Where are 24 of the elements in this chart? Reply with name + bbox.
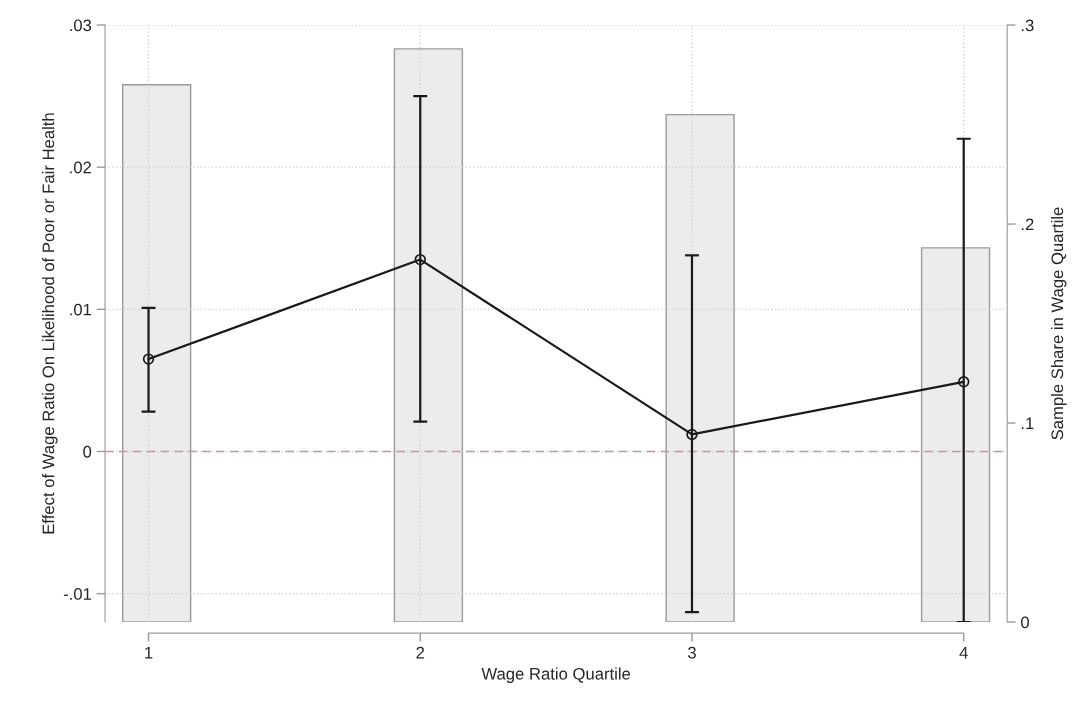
- bar: [920, 247, 991, 623]
- x-tick-label: 1: [145, 646, 153, 659]
- y2-tick-label: .3: [1021, 19, 1034, 32]
- y-axis-title: Effect of Wage Ratio On Likelihood of Poor or Fair Health: [42, 113, 58, 534]
- y-tick-label: .01: [70, 303, 92, 316]
- y2-tick-label: .1: [1021, 417, 1034, 430]
- y2-tick-label: .2: [1021, 218, 1034, 231]
- bar: [122, 84, 192, 623]
- x-tick-label: 4: [959, 646, 968, 659]
- y-tick-label: .03: [70, 19, 92, 32]
- bar: [665, 113, 735, 623]
- point: [142, 353, 155, 365]
- bar: [393, 48, 464, 623]
- y-tick-label: 0: [83, 445, 92, 458]
- y-tick-label: -.01: [63, 588, 92, 600]
- x-axis-title: Wage Ratio Quartile: [481, 667, 631, 683]
- point: [686, 428, 698, 441]
- x-tick-label: 3: [687, 646, 696, 659]
- y2-axis-title: Sample Share in Wage Quartile: [1050, 207, 1067, 440]
- x-tick-label: 2: [416, 646, 425, 659]
- point: [958, 376, 970, 388]
- point: [414, 253, 426, 266]
- y-tick-label: .02: [70, 161, 92, 174]
- y2-tick-label: 0: [1021, 616, 1029, 629]
